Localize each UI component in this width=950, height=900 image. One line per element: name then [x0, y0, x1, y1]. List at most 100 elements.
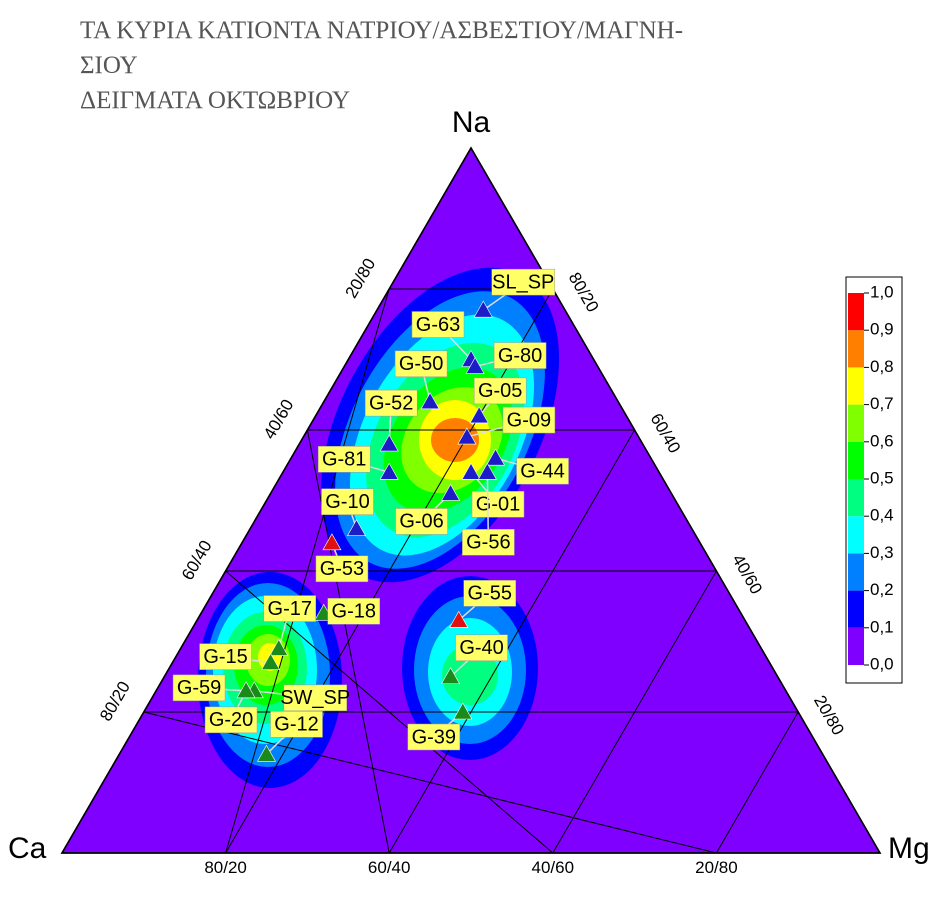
- colorbar-swatch: [848, 330, 864, 368]
- sample-point: [457, 427, 477, 445]
- colorbar-tick-label: 0,5: [870, 468, 894, 487]
- sample-point: [322, 533, 342, 551]
- left-tick-label: 80/20: [96, 678, 134, 724]
- colorbar-swatch: [848, 441, 864, 479]
- label-box: [364, 389, 418, 417]
- title-line: ΣΙΟΥ: [80, 52, 138, 79]
- title-line: ΔΕΙΓΜΑΤΑ ΟΚΤΩΒΡΙΟΥ: [80, 87, 350, 114]
- label-box: [493, 342, 547, 369]
- right-tick-label: 60/40: [646, 410, 684, 456]
- point-label: G-59: [177, 677, 221, 699]
- sample-point: [449, 610, 469, 628]
- label-box: [455, 634, 508, 661]
- label-box: [491, 268, 556, 296]
- label-box: [516, 457, 569, 485]
- label-box: [315, 555, 369, 583]
- left-tick-label: 20/80: [342, 255, 380, 301]
- point-label: G-53: [320, 558, 364, 580]
- vertex-label: Ca: [8, 832, 47, 865]
- label-box: [407, 723, 461, 751]
- colorbar-tick-label: 0,2: [870, 580, 894, 599]
- sample-point: [453, 702, 473, 720]
- right-tick-label: 80/20: [565, 269, 603, 315]
- right-tick-label: 20/80: [810, 692, 848, 738]
- vertex-label: Na: [452, 106, 491, 139]
- point-label: G-06: [399, 511, 443, 533]
- point-label: G-01: [476, 494, 520, 516]
- title-line: ΤΑ ΚΥΡΙΑ ΚΑΤΙΟΝΤΑ ΝΑΤΡΙΟΥ/ΑΣΒΕΣΤΙΟΥ/ΜΑΓΝ…: [80, 17, 683, 44]
- point-label: G-63: [416, 314, 460, 336]
- bottom-tick-label: 80/20: [204, 858, 247, 877]
- colorbar-swatch: [848, 293, 864, 331]
- colorbar-tick-label: 0,0: [870, 654, 894, 673]
- label-box: [411, 311, 465, 338]
- point-label: G-09: [507, 409, 551, 431]
- label-box: [199, 643, 252, 670]
- colorbar-swatch: [848, 516, 864, 554]
- label-box: [327, 598, 381, 625]
- colorbar-tick-label: 0,9: [870, 320, 894, 339]
- colorbar-tick-label: 0,4: [870, 506, 894, 525]
- colorbar-tick-label: 1,0: [870, 282, 894, 301]
- sample-point: [473, 300, 493, 318]
- sample-point: [469, 406, 489, 424]
- point-label: G-18: [332, 601, 376, 623]
- grid-line: [715, 711, 799, 854]
- right-tick-label: 40/60: [728, 551, 766, 597]
- point-label: G-20: [209, 709, 253, 731]
- point-label: G-44: [520, 460, 564, 482]
- label-box: [395, 508, 448, 535]
- colorbar-tick-label: 0,6: [870, 431, 894, 450]
- label-box: [471, 491, 525, 518]
- point-label: G-39: [412, 726, 456, 748]
- colorbar-swatch: [848, 404, 864, 442]
- point-label: G-40: [459, 637, 503, 659]
- label-box: [204, 706, 258, 734]
- bottom-tick-label: 20/80: [695, 858, 738, 877]
- sample-point: [441, 483, 461, 501]
- colorbar-swatch: [848, 590, 864, 628]
- triangle-border: [60, 146, 882, 854]
- sample-point: [477, 462, 497, 480]
- label-box: [270, 711, 323, 738]
- colorbar-swatch: [848, 627, 864, 665]
- colorbar-swatch: [848, 479, 864, 517]
- label-box: [172, 674, 226, 702]
- label-box: [502, 406, 556, 434]
- point-label: G-81: [322, 449, 366, 471]
- label-box: [321, 488, 374, 515]
- sample-point: [256, 744, 277, 762]
- label-box: [263, 595, 317, 622]
- colorbar-swatch: [848, 367, 864, 405]
- label-box: [473, 377, 527, 405]
- point-label: SW_SP: [280, 687, 350, 709]
- bottom-tick-label: 60/40: [368, 858, 411, 877]
- sample-point: [236, 681, 256, 699]
- left-tick-label: 60/40: [178, 537, 216, 583]
- sample-point: [486, 448, 506, 466]
- grid-line: [225, 288, 390, 854]
- point-label: G-50: [399, 353, 443, 375]
- colorbar-tick-label: 0,8: [870, 357, 894, 376]
- sample-point: [379, 462, 399, 480]
- left-tick-label: 40/60: [260, 396, 298, 442]
- colorbar-tick-label: 0,3: [870, 543, 894, 562]
- sample-point: [261, 653, 281, 670]
- sample-point: [269, 638, 289, 656]
- sample-point: [420, 392, 440, 410]
- points: SL_SPG-63G-80G-50G-52G-05G-09G-81G-44G-0…: [172, 268, 569, 762]
- label-box: [462, 529, 515, 556]
- point-label: G-56: [466, 532, 510, 554]
- label-box: [283, 684, 347, 712]
- point-label: G-12: [274, 714, 318, 736]
- sample-point: [346, 519, 366, 537]
- point-label: G-17: [268, 598, 312, 620]
- point-label: G-80: [498, 345, 542, 367]
- grid-line: [552, 570, 717, 854]
- point-label: G-52: [369, 392, 413, 414]
- sample-point: [461, 462, 481, 480]
- colorbar-tick-label: 0,1: [870, 617, 894, 636]
- grid: [143, 288, 799, 854]
- colorbar-swatch: [848, 553, 864, 591]
